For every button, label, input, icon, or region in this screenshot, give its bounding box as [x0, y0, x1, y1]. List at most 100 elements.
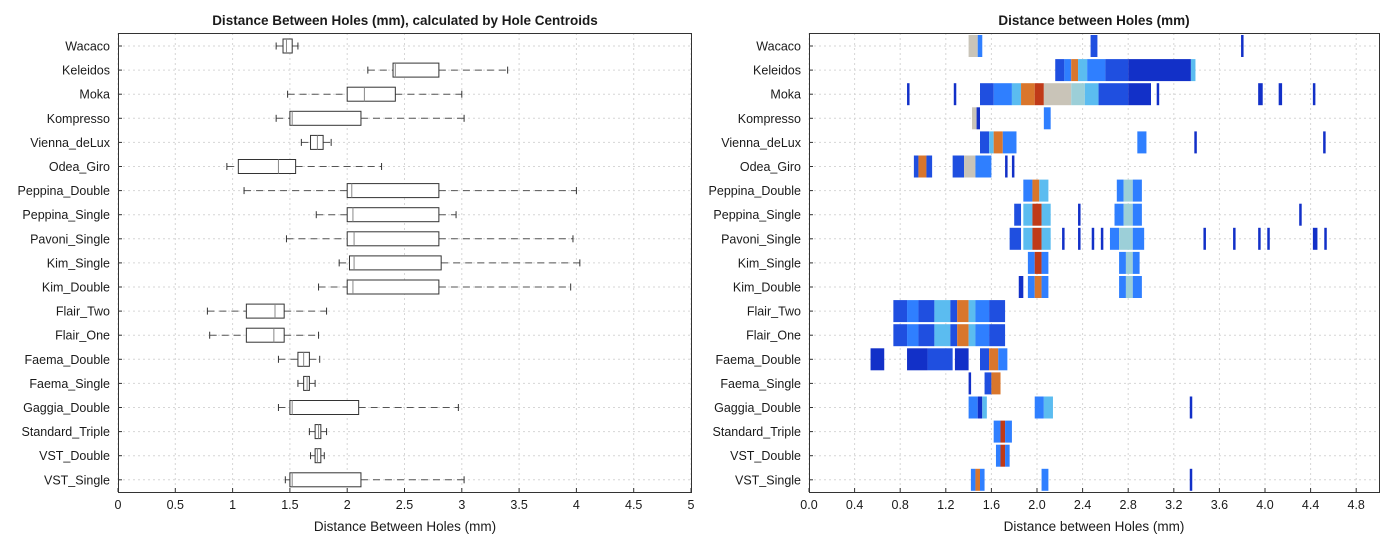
heat-cell: [1011, 155, 1015, 178]
y-tick-label: Faema_Double: [25, 353, 111, 367]
x-tick-label: 5: [688, 498, 695, 512]
heat-cell: [1039, 179, 1049, 202]
iqr-box: [245, 303, 285, 319]
heat-cell: [1109, 227, 1120, 250]
x-tick-label: 2: [344, 498, 351, 512]
y-tick-label: Pavoni_Single: [30, 232, 110, 246]
heat-cell: [1041, 468, 1049, 491]
y-tick-label: Wacaco: [756, 40, 801, 54]
iqr-box: [289, 400, 360, 415]
heat-cell: [957, 324, 969, 347]
heat-cell: [1324, 227, 1327, 250]
iqr-box: [314, 424, 322, 440]
heat-cell: [927, 348, 953, 371]
heat-cell: [1041, 203, 1051, 226]
heat-cell: [1116, 179, 1124, 202]
heat-cell: [1119, 276, 1126, 298]
x-tick-label: 4: [573, 498, 580, 512]
y-tick-label: Flair_Two: [56, 305, 110, 319]
heat-cell: [1312, 227, 1318, 250]
y-tick-label: Peppina_Double: [18, 184, 110, 198]
box-Peppina_Single: [315, 207, 457, 223]
heat-cell: [1132, 251, 1140, 274]
heat-cell: [1084, 83, 1099, 106]
heat-cell: [1189, 396, 1193, 419]
box-Gaggia_Double: [277, 400, 459, 415]
heat-cell: [1123, 203, 1133, 226]
heat-cell: [1119, 227, 1133, 250]
heat-cell: [1123, 179, 1133, 202]
heat-row-Standard_Triple: [993, 420, 1012, 443]
heat-cell: [964, 155, 976, 178]
y-tick-label: Flair_Two: [747, 305, 801, 319]
heat-cell: [995, 444, 1001, 467]
heat-cell: [1032, 179, 1040, 202]
y-tick-label: Standard_Triple: [22, 425, 111, 439]
heat-cell: [1041, 251, 1049, 274]
heat-row-Kompresso: [972, 107, 1051, 130]
box-Pavoni_Single: [285, 231, 574, 247]
x-axis-label: Distance between Holes (mm): [1004, 519, 1185, 534]
x-tick-label: 2.0: [1028, 498, 1045, 512]
heat-cell: [950, 300, 958, 323]
heat-cell: [1027, 251, 1035, 274]
heat-cell: [980, 468, 985, 491]
y-tick-label: VST_Double: [39, 449, 110, 463]
heat-cell: [993, 131, 1003, 154]
heat-row-VST_Double: [995, 444, 1010, 467]
iqr-box: [392, 62, 440, 78]
heat-cell: [918, 300, 935, 323]
box-Kompresso: [275, 110, 465, 126]
heat-cell: [1055, 59, 1065, 82]
x-tick-label: 1.5: [281, 498, 298, 512]
heat-cell: [1043, 396, 1053, 419]
y-tick-label: Wacaco: [65, 40, 110, 54]
chart-title: Distance between Holes (mm): [998, 13, 1189, 28]
heat-row-Peppina_Double: [1023, 179, 1142, 202]
heat-cell: [1091, 227, 1095, 250]
heat-cell: [907, 324, 919, 347]
x-tick-label: 4.5: [625, 498, 642, 512]
heat-cell: [1299, 203, 1302, 226]
x-tick-label: 3.5: [510, 498, 527, 512]
heat-cell: [952, 155, 965, 178]
box-Faema_Single: [297, 375, 316, 391]
heat-row-Odea_Giro: [913, 155, 1015, 178]
heat-cell: [968, 300, 976, 323]
y-tick-label: Faema_Single: [29, 377, 110, 391]
box-Kim_Single: [338, 255, 581, 271]
heat-cell: [1032, 227, 1042, 250]
boxplot-marks: [206, 38, 581, 488]
heat-row-Flair_Two: [893, 300, 1006, 323]
iqr-box: [346, 231, 440, 247]
heat-cell: [972, 107, 977, 130]
heat-cell: [1041, 276, 1049, 298]
heat-cell: [1156, 83, 1160, 106]
heat-cell: [1071, 83, 1085, 106]
x-tick-label: 3.2: [1165, 498, 1182, 512]
y-tick-label: VST_Single: [44, 473, 110, 487]
heat-cell: [1002, 131, 1017, 154]
y-tick-label: Kim_Single: [738, 256, 801, 270]
heat-cell: [1323, 131, 1326, 154]
heat-cell: [1071, 59, 1079, 82]
heat-cell: [1090, 35, 1098, 57]
heat-cell: [1132, 227, 1145, 250]
y-tick-label: Faema_Double: [716, 353, 802, 367]
y-tick-label: Kompresso: [738, 112, 801, 126]
y-tick-label: Gaggia_Double: [23, 401, 110, 415]
heat-cell: [934, 300, 951, 323]
y-tick-label: Moka: [770, 88, 801, 102]
y-tick-labels: Wacaco Keleidos Moka Kompresso Vienna_deLux O…: [709, 40, 802, 488]
heat-cell: [1041, 227, 1051, 250]
x-tick-label: 0.0: [800, 498, 817, 512]
plot-frame: [118, 33, 692, 493]
x-tick-label: 0.4: [846, 498, 863, 512]
heat-cell: [1078, 227, 1081, 250]
heat-cell: [980, 348, 990, 371]
iqr-box: [303, 375, 310, 391]
box-Flair_One: [209, 327, 320, 343]
heat-cell: [1312, 83, 1316, 106]
heat-cell: [1194, 131, 1197, 154]
x-tick-labels: 0 0.5 1 1.5 2 2.5 3 3.5 4 4.5 5: [115, 498, 695, 512]
